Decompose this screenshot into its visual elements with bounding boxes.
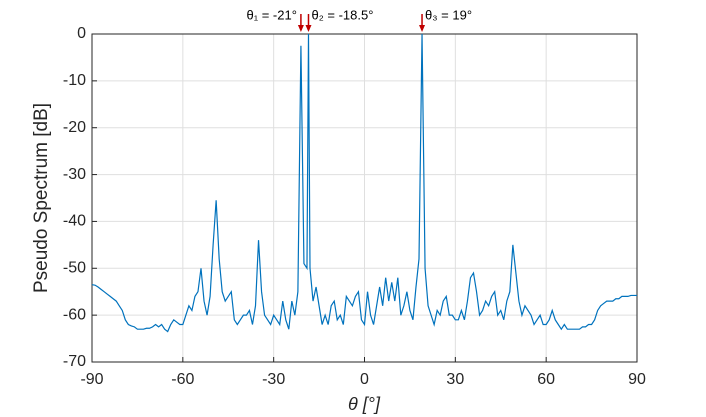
y-tick-label: -20 bbox=[63, 119, 86, 136]
axes-box bbox=[91, 33, 638, 363]
annotation-arrowhead bbox=[419, 25, 426, 32]
annotation-arrowhead bbox=[297, 25, 304, 32]
y-tick-label: -70 bbox=[63, 353, 86, 370]
annotation-label: θ₂ = -18.5° bbox=[311, 7, 373, 22]
annotation-label: θ₁ = -21° bbox=[246, 7, 296, 22]
data-line bbox=[91, 33, 637, 333]
y-tick-label: 0 bbox=[77, 25, 86, 42]
annotation-label: θ₃ = 19° bbox=[425, 7, 472, 22]
y-axis-label: Pseudo Spectrum [dB] bbox=[31, 103, 52, 293]
annotation-arrowhead bbox=[305, 25, 312, 32]
y-tick-label: -60 bbox=[63, 306, 86, 323]
x-tick-label: 60 bbox=[537, 371, 555, 388]
x-tick-label: 90 bbox=[628, 371, 646, 388]
y-tick-label: -40 bbox=[63, 213, 86, 230]
x-tick-label: 30 bbox=[446, 371, 464, 388]
x-tick-label: -30 bbox=[262, 371, 285, 388]
y-tick-label: -10 bbox=[63, 72, 86, 89]
y-tick-label: -50 bbox=[63, 260, 86, 277]
x-axis-label: θ [°] bbox=[348, 394, 381, 414]
x-tick-label: -60 bbox=[171, 371, 194, 388]
y-tick-label: -30 bbox=[63, 166, 86, 183]
x-tick-label: 0 bbox=[360, 371, 369, 388]
x-tick-label: -90 bbox=[80, 371, 103, 388]
